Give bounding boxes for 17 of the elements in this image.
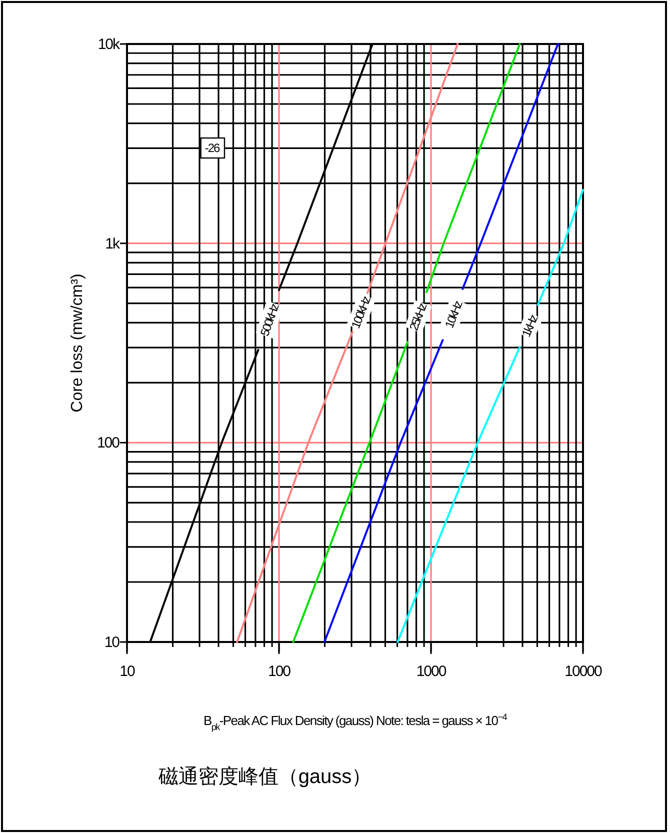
y-axis-title: Core loss (mw/cm³) (69, 274, 86, 412)
y-tick-label: 10k (98, 36, 120, 53)
x-tick-label: 10000 (564, 663, 602, 680)
text: 磁通密度峰值（gauss） (157, 766, 372, 788)
y-tick-label: 1k (105, 235, 120, 252)
x-tick-label: 10 (120, 663, 135, 680)
annotation: -26 (204, 141, 220, 155)
text: 10kHz (442, 298, 466, 330)
text: 25kHz (406, 300, 430, 332)
x-axis-title: B$_{pk}$-Peak AC Flux Density (gauss) Note: tesla = gauss × 10$^{−4}$ (203, 712, 508, 732)
x-tick-label: 1000 (416, 663, 446, 680)
y-tick-label: 100 (96, 434, 120, 452)
text: 100kHz (348, 294, 374, 330)
y-tick-label: 10 (104, 634, 120, 651)
x-tick-label: 100 (268, 663, 291, 680)
text: 1kHz (519, 312, 542, 340)
text: 500kHz (258, 301, 282, 338)
